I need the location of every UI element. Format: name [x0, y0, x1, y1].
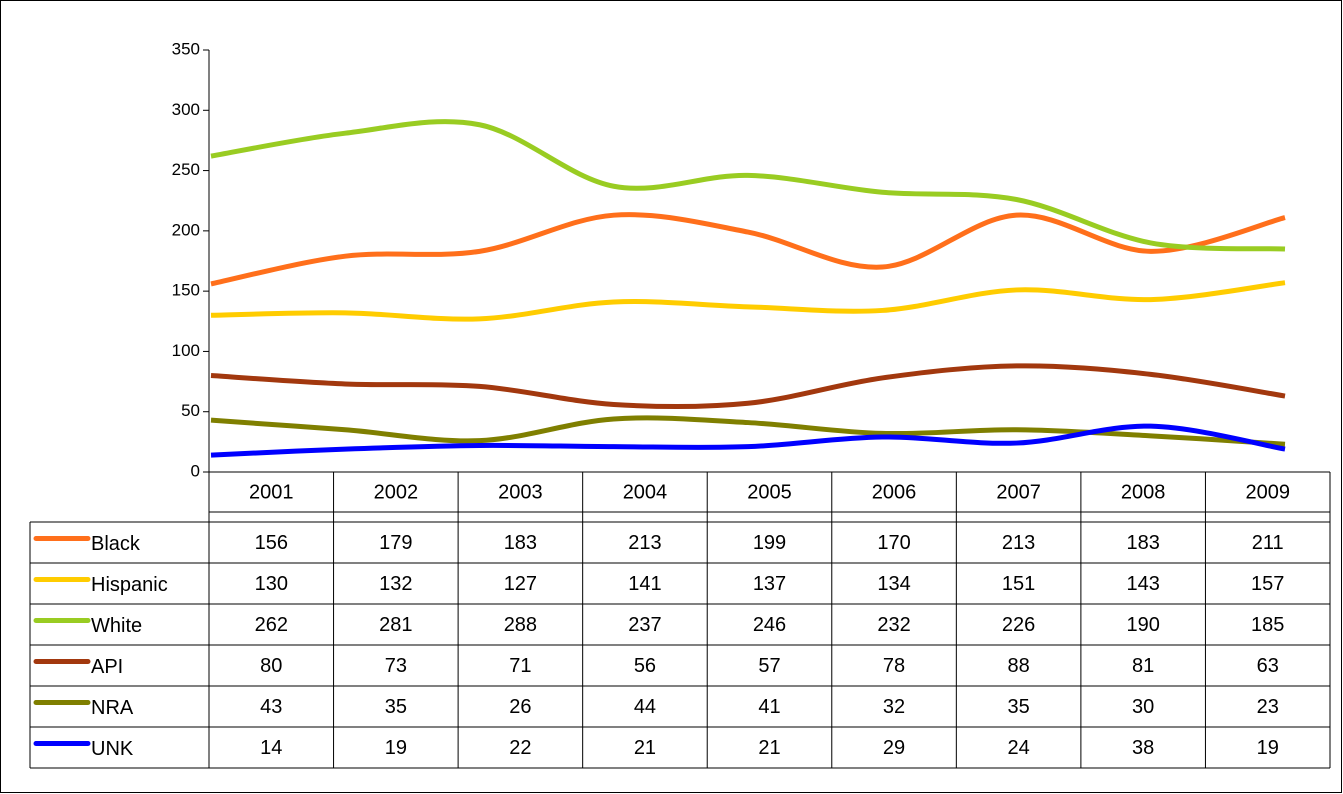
legend-label: API [91, 656, 123, 678]
legend-label: Hispanic [91, 574, 168, 596]
table-value: 156 [255, 532, 288, 554]
table-value: 19 [1257, 737, 1279, 759]
x-tick-label: 2004 [623, 481, 668, 503]
x-tick-label: 2003 [498, 481, 543, 503]
table-value: 23 [1257, 696, 1279, 718]
legend-label: NRA [91, 697, 134, 719]
y-tick-label: 0 [191, 461, 200, 480]
table-value: 213 [1002, 532, 1035, 554]
table-value: 151 [1002, 573, 1035, 595]
table-value: 127 [504, 573, 537, 595]
table-value: 35 [385, 696, 407, 718]
legend-label: White [91, 615, 142, 637]
x-tick-label: 2006 [872, 481, 917, 503]
y-tick-label: 350 [172, 39, 200, 58]
table-value: 262 [255, 614, 288, 636]
y-tick-label: 100 [172, 341, 200, 360]
table-value: 44 [634, 696, 656, 718]
table-value: 21 [758, 737, 780, 759]
y-tick-label: 150 [172, 281, 200, 300]
series-line [210, 212, 1286, 287]
table-value: 14 [260, 737, 282, 759]
x-tick-label: 2001 [249, 481, 294, 503]
table-value: 170 [877, 532, 910, 554]
table-value: 32 [883, 696, 905, 718]
table-value: 143 [1126, 573, 1159, 595]
series-line [210, 423, 1286, 458]
table-value: 29 [883, 737, 905, 759]
table-value: 130 [255, 573, 288, 595]
table-value: 183 [504, 532, 537, 554]
table-value: 179 [379, 532, 412, 554]
y-tick-label: 300 [172, 100, 200, 119]
table-value: 73 [385, 655, 407, 677]
y-tick-label: 200 [172, 220, 200, 239]
table-value: 134 [877, 573, 910, 595]
table-value: 80 [260, 655, 282, 677]
table-value: 38 [1132, 737, 1154, 759]
table-value: 81 [1132, 655, 1154, 677]
table-value: 137 [753, 573, 786, 595]
table-value: 26 [509, 696, 531, 718]
table-value: 78 [883, 655, 905, 677]
table-value: 22 [509, 737, 531, 759]
x-tick-label: 2008 [1121, 481, 1166, 503]
table-value: 132 [379, 573, 412, 595]
table-value: 183 [1126, 532, 1159, 554]
y-tick-label: 250 [172, 160, 200, 179]
table-value: 21 [634, 737, 656, 759]
x-tick-label: 2007 [996, 481, 1041, 503]
table-value: 232 [877, 614, 910, 636]
table-value: 35 [1007, 696, 1029, 718]
table-value: 199 [753, 532, 786, 554]
table-value: 88 [1007, 655, 1029, 677]
x-tick-label: 2002 [374, 481, 419, 503]
table-value: 141 [628, 573, 661, 595]
table-value: 43 [260, 696, 282, 718]
table-value: 226 [1002, 614, 1035, 636]
table-value: 213 [628, 532, 661, 554]
x-tick-label: 2005 [747, 481, 792, 503]
table-value: 19 [385, 737, 407, 759]
table-value: 288 [504, 614, 537, 636]
series-line [210, 280, 1286, 322]
table-value: 185 [1251, 614, 1284, 636]
table-value: 246 [753, 614, 786, 636]
table-value: 190 [1126, 614, 1159, 636]
series-line [210, 415, 1286, 447]
table-value: 24 [1007, 737, 1029, 759]
table-value: 41 [758, 696, 780, 718]
table-value: 211 [1252, 532, 1284, 554]
series-line [210, 363, 1286, 410]
legend-label: Black [91, 533, 141, 555]
table-value: 57 [758, 655, 780, 677]
table-value: 281 [379, 614, 412, 636]
table-value: 71 [509, 655, 531, 677]
table-value: 237 [628, 614, 661, 636]
table-value: 157 [1251, 573, 1284, 595]
y-tick-label: 50 [181, 401, 200, 420]
series-line [210, 119, 1286, 252]
table-value: 63 [1257, 655, 1279, 677]
legend-label: UNK [91, 738, 134, 760]
table-value: 30 [1132, 696, 1154, 718]
table-value: 56 [634, 655, 656, 677]
x-tick-label: 2009 [1245, 481, 1290, 503]
